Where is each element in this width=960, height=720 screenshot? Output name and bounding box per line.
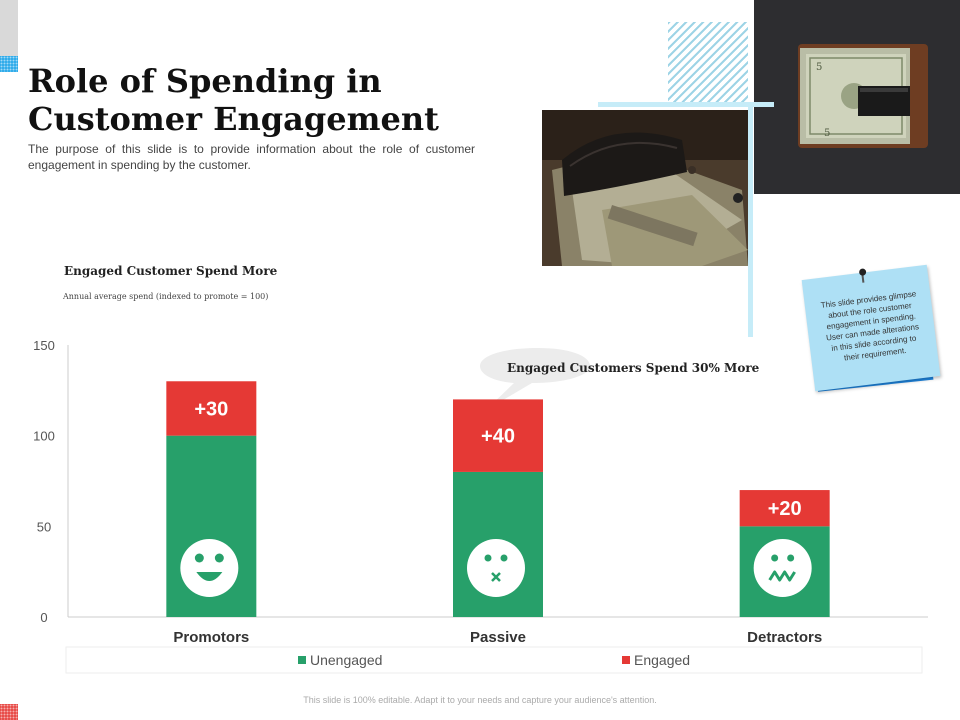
legend-label-engaged: Engaged — [634, 652, 690, 668]
money-clip-photo: 5 5 — [754, 0, 960, 194]
data-label: +30 — [194, 398, 228, 420]
face-eye — [771, 554, 779, 562]
face-mouth — [196, 572, 223, 581]
svg-text:5: 5 — [816, 62, 822, 73]
stacked-bar-chart: 0 50 100 150 +30 Promotors +40 Passive +20 Detrac… — [33, 338, 928, 674]
corner-gray-block — [0, 0, 18, 56]
chart-subtitle: Annual average spend (indexed to promote… — [63, 292, 269, 301]
callout-text: Engaged Customers Spend 30% More — [507, 361, 760, 375]
face-eye — [484, 554, 492, 562]
face-mouth — [768, 570, 796, 582]
data-label: +40 — [481, 426, 515, 448]
category-label: Detractors — [747, 629, 822, 646]
decorative-stripes — [668, 22, 748, 102]
y-tick-label: 100 — [33, 429, 55, 444]
bar-engaged — [166, 381, 257, 436]
pin-needle — [861, 274, 865, 283]
legend-swatch-unengaged — [298, 656, 306, 664]
bar-engaged — [739, 490, 830, 527]
y-tick-label: 0 — [40, 610, 47, 625]
face-mouth — [491, 572, 501, 582]
happy-face-icon — [180, 539, 239, 597]
legend-box — [65, 646, 923, 674]
chart-title: Engaged Customer Spend More — [64, 264, 278, 278]
callout-bubble — [480, 348, 590, 410]
face-eye — [787, 554, 795, 562]
face-eye — [500, 554, 508, 562]
decorative-vertical-line — [748, 102, 753, 337]
bar-engaged — [453, 399, 543, 472]
wallet-photo — [542, 110, 748, 266]
category-label: Promotors — [173, 629, 249, 646]
face-eye — [214, 553, 224, 563]
svg-text:5: 5 — [824, 128, 830, 139]
footer-note: This slide is 100% editable. Adapt it to… — [303, 695, 657, 705]
pin-icon — [858, 268, 867, 277]
corner-red-block — [0, 704, 18, 720]
page-title: Role of Spending in Customer Engagement — [28, 62, 439, 138]
worried-face-icon — [753, 539, 812, 597]
legend-label-unengaged: Unengaged — [310, 652, 382, 668]
y-tick-label: 50 — [37, 519, 51, 534]
y-tick-label: 150 — [33, 338, 55, 353]
category-label: Passive — [470, 629, 526, 646]
surprised-face-icon — [467, 539, 525, 597]
data-label: +20 — [768, 498, 802, 520]
decorative-horizontal-line — [598, 102, 774, 107]
legend-swatch-engaged — [622, 656, 630, 664]
page-subtitle: The purpose of this slide is to provide … — [28, 142, 475, 172]
corner-blue-block — [0, 56, 18, 72]
face-eye — [194, 553, 204, 563]
